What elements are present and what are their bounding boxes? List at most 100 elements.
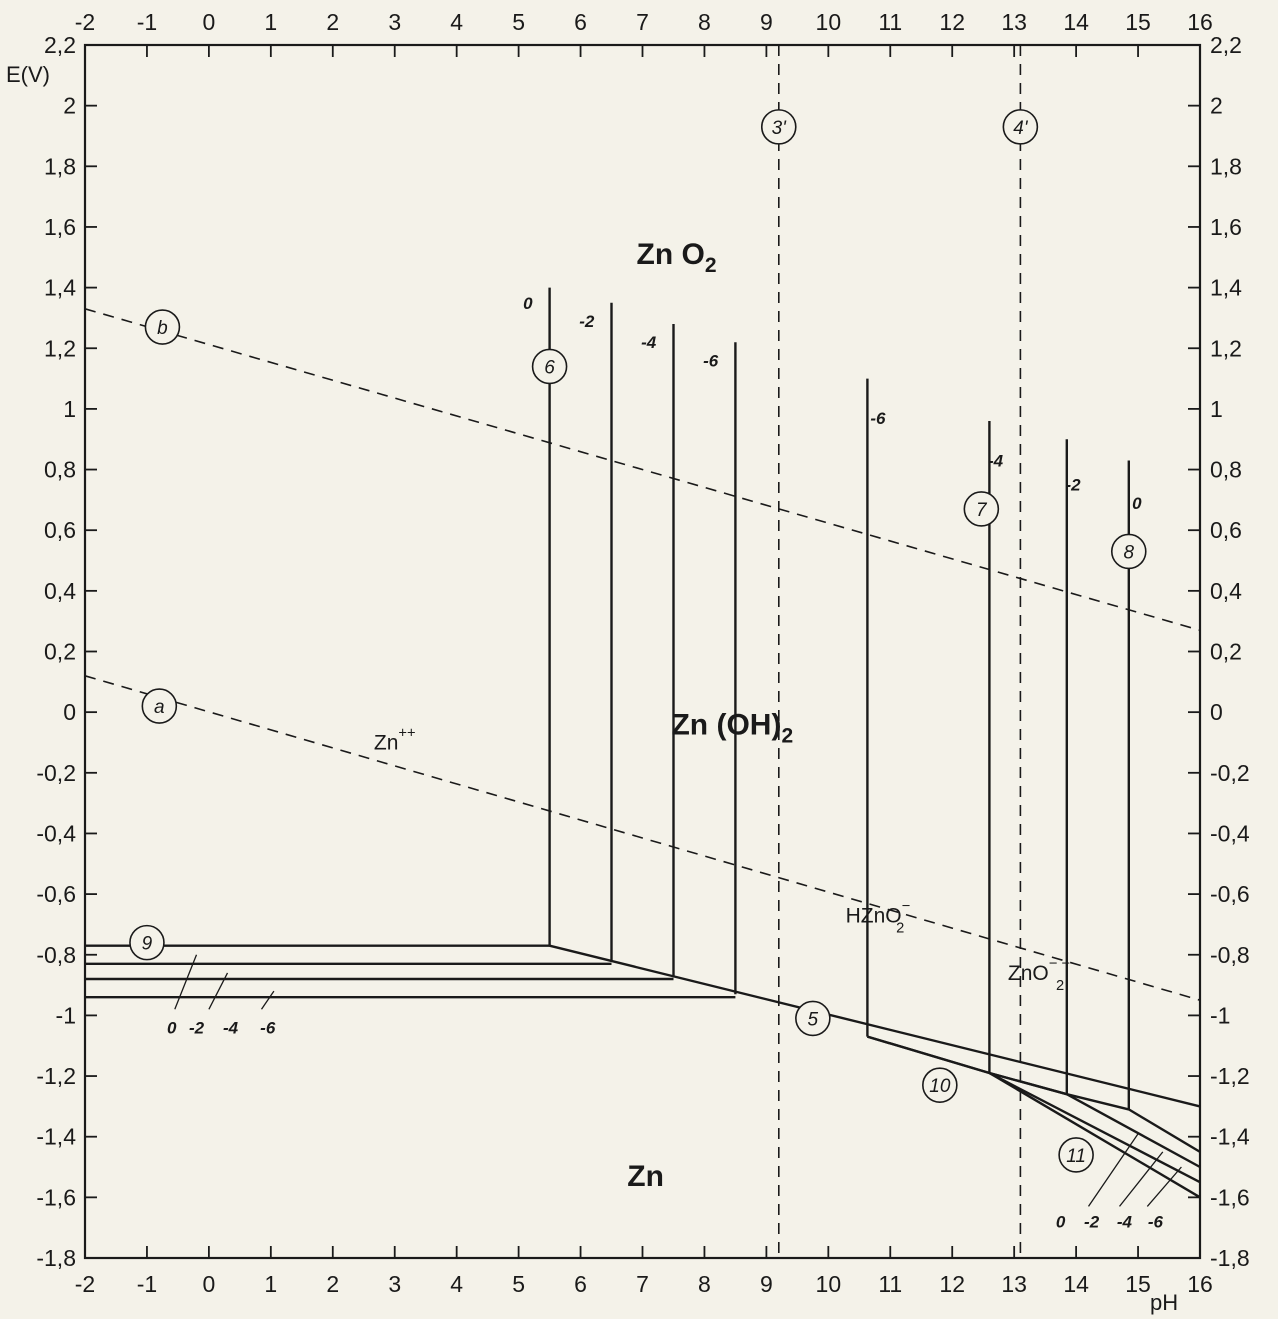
concentration-label: -4 (223, 1019, 239, 1038)
circled-label-text: 10 (929, 1076, 951, 1097)
x-axis-title: pH (1150, 1290, 1178, 1315)
region-name: Zn (OH) (671, 708, 781, 741)
y-tick-label-right: -1,8 (1210, 1245, 1250, 1271)
x-tick-label-top: 16 (1187, 9, 1213, 35)
y-tick-label-right: 1,2 (1210, 335, 1242, 361)
circled-label-text: 3' (772, 118, 788, 139)
y-tick-label-left: -0,4 (36, 820, 76, 846)
label-circle (531, 348, 568, 385)
y-tick-label-left: 1,8 (44, 153, 76, 179)
y-tick-label-right: -0,8 (1210, 942, 1250, 968)
concentration-label: -6 (1148, 1213, 1164, 1232)
x-tick-label-bottom: 2 (326, 1271, 339, 1297)
concentration-label: 0 (1056, 1213, 1066, 1232)
lines-layer (84, 45, 1201, 1258)
circled-label-text: 6 (544, 357, 555, 378)
concentration-label: -4 (988, 451, 1004, 470)
frame-layer (83, 43, 1202, 1260)
y-tick-label-right: -0,4 (1210, 820, 1250, 846)
circled-label-text: 8 (1123, 542, 1134, 563)
x-tick-label-top: 8 (698, 9, 711, 35)
y-tick-label-left: -1,2 (36, 1063, 76, 1089)
solid-line-5 (549, 944, 1201, 1108)
y-tick-label-right: 1,4 (1210, 275, 1242, 301)
x-tick-label-bottom: 15 (1125, 1271, 1151, 1297)
concentration-label: 0 (523, 294, 533, 313)
circled-label-text: 11 (1066, 1146, 1086, 1167)
x-tick-label-top: -2 (75, 9, 95, 35)
region-subscript: 2 (781, 724, 793, 747)
label-circle (129, 924, 165, 961)
x-tick-label-top: 1 (264, 9, 277, 35)
y-tick-label-left: 0,4 (44, 578, 76, 604)
y-tick-label-left: -0,6 (36, 881, 76, 907)
x-tick-label-top: 9 (760, 9, 773, 35)
y-tick-label-right: 1,6 (1210, 214, 1242, 240)
x-tick-label-bottom: 9 (760, 1271, 773, 1297)
y-tick-label-left: -0,2 (36, 760, 76, 786)
x-tick-label-bottom: 6 (574, 1271, 587, 1297)
region-label: Zn O2 (637, 238, 717, 277)
y-tick-label-left: 0,8 (44, 457, 76, 483)
region-name: Zn (627, 1160, 664, 1193)
x-tick-label-bottom: -2 (75, 1271, 95, 1297)
concentration-label: -2 (189, 1019, 205, 1038)
hatch-mark (208, 972, 229, 1010)
label-circle (963, 491, 1000, 527)
x-tick-label-top: 12 (939, 9, 965, 35)
label-circle (144, 309, 181, 345)
x-tick-label-top: -1 (137, 9, 157, 35)
hatch-mark (174, 954, 198, 1010)
ticks-layer: -2-2-1-100112233445566778899101011111212… (36, 9, 1249, 1297)
circled-label-text: 7 (976, 500, 988, 521)
concentration-label: -2 (1065, 476, 1081, 495)
concentration-label: -4 (1117, 1213, 1133, 1232)
circled-label-text: 9 (142, 934, 153, 955)
y-tick-label-right: 0,8 (1210, 457, 1242, 483)
circled-label-11: 11 (1058, 1137, 1094, 1173)
solid-line-11-2 (989, 1071, 1201, 1169)
region-superscript: − − (1049, 956, 1070, 972)
x-tick-label-top: 3 (388, 9, 401, 35)
circled-label-8: 8 (1110, 533, 1147, 570)
region-name: HZnO (846, 904, 902, 927)
x-tick-label-bottom: 3 (388, 1271, 401, 1297)
y-tick-label-left: 2,2 (44, 32, 76, 58)
circled-label-5: 5 (795, 1000, 831, 1037)
x-tick-label-bottom: 8 (698, 1271, 711, 1297)
region-subscript: 2 (705, 254, 717, 277)
y-tick-label-right: -1,4 (1210, 1124, 1250, 1150)
x-tick-label-top: 6 (574, 9, 587, 35)
x-tick-label-bottom: 14 (1063, 1271, 1089, 1297)
x-tick-label-top: 15 (1125, 9, 1151, 35)
y-tick-label-right: -0,6 (1210, 881, 1250, 907)
hatch-mark (1146, 1166, 1182, 1207)
concentration-label: -6 (260, 1019, 276, 1038)
circled-label-text: 4' (1013, 118, 1029, 139)
x-tick-label-top: 14 (1063, 9, 1089, 35)
y-tick-label-right: -1,2 (1210, 1063, 1250, 1089)
solid-line-11-4 (988, 1071, 1201, 1184)
x-tick-label-bottom: 0 (202, 1271, 215, 1297)
hatch-mark (1087, 1133, 1139, 1207)
y-tick-label-right: -1 (1210, 1002, 1230, 1028)
region-label: Zn (627, 1160, 664, 1193)
circled-label-9: 9 (129, 924, 165, 961)
x-tick-label-top: 2 (326, 9, 339, 35)
region-name: Zn (374, 731, 399, 754)
concentration-label: 0 (1132, 494, 1142, 513)
concentration-label: 0 (167, 1019, 177, 1038)
region-label: Zn++ (374, 725, 416, 754)
region-name: ZnO (1008, 962, 1049, 985)
y-tick-label-left: -1,4 (36, 1124, 76, 1150)
y-tick-label-right: 2 (1210, 93, 1223, 119)
y-tick-label-left: -1 (56, 1002, 76, 1028)
circled-label-6: 6 (531, 348, 568, 385)
circled-label-4': 4' (1002, 109, 1039, 145)
x-tick-label-bottom: 12 (939, 1271, 965, 1297)
solid-line-11-6 (988, 1071, 1201, 1199)
y-tick-label-left: 1,6 (44, 214, 76, 240)
dashed-line-b (84, 308, 1201, 632)
label-circle (141, 688, 178, 724)
circled-label-a: a (141, 688, 178, 724)
